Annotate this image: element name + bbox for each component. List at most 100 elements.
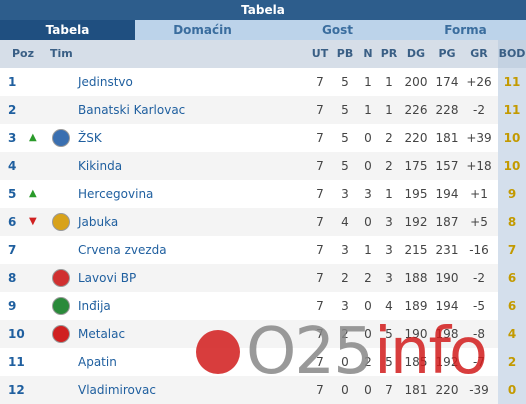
position: 11 [8,355,25,369]
stat: 5 [341,103,349,117]
team-name[interactable]: Kikinda [78,159,123,173]
stat: 7 [316,187,324,201]
tab[interactable]: Domaćin [135,20,270,40]
watermark: O25 info [196,312,526,402]
stat: 3 [341,243,349,257]
table-row[interactable]: 7 Crvena zvezda 7 3 1 3 215 231 -16 7 [0,236,526,264]
stat: 195 [404,187,428,201]
tab[interactable]: Tabela [0,20,135,40]
stat: 0 [364,383,372,397]
table-row[interactable]: 1 Jedinstvo 7 5 1 1 200 174 +26 11 [0,68,526,96]
stat: 7 [316,243,324,257]
trend-arrow: ▼ [29,216,37,227]
stat: 228 [435,103,459,117]
team-name[interactable]: Vladimirovac [78,383,156,397]
stat: 7 [385,383,393,397]
col-header: GR [470,47,488,60]
team-logo [52,129,70,147]
table-row[interactable]: 2 Banatski Karlovac 7 5 1 1 226 228 -2 11 [0,96,526,124]
points: 11 [498,96,526,124]
stat: -16 [469,243,489,257]
stat: 2 [385,159,393,173]
stat: +18 [466,159,492,173]
table-row[interactable]: 5 ▲ Hercegovina 7 3 3 1 195 194 +1 9 [0,180,526,208]
stat: 188 [404,271,428,285]
team-name[interactable]: Apatin [78,355,117,369]
team-name[interactable]: Banatski Karlovac [78,103,186,117]
stat: 220 [435,383,459,397]
stat: 157 [435,159,459,173]
table-row[interactable]: 4 Kikinda 7 5 0 2 175 157 +18 10 [0,152,526,180]
stat: 5 [385,355,393,369]
table-row[interactable]: 6 ▼ Jabuka 7 4 0 3 192 187 +5 8 [0,208,526,236]
table-row[interactable]: 8 Lavovi BP 7 2 2 3 188 190 -2 6 [0,264,526,292]
team-name[interactable]: Metalac [78,327,126,341]
points: 9 [498,180,526,208]
table-row[interactable]: 9 Inđija 7 3 0 4 189 194 -5 6 [0,292,526,320]
position: 1 [8,75,17,89]
team-name[interactable]: Inđija [78,299,111,313]
col-header: UT [311,47,329,60]
team-name[interactable]: Hercegovina [78,187,154,201]
watermark-text: O25 [246,315,374,389]
table-row[interactable]: 12 Vladimirovac 7 0 0 7 181 220 -39 0 [0,376,526,404]
stat: +39 [466,131,492,145]
header-row: Poz Tim UT PB N PR DG PG GR BOD [0,40,526,68]
points: 7 [498,236,526,264]
stat: 0 [364,215,372,229]
stat: -2 [473,271,485,285]
stat: 1 [385,75,393,89]
points: 6 [498,292,526,320]
stat: 174 [435,75,459,89]
trend-arrow: ▲ [29,132,37,143]
stat: 198 [435,327,459,341]
stat: 190 [404,327,428,341]
stat: 3 [341,299,349,313]
team-name[interactable]: Jabuka [78,215,119,229]
col-header: BOD [498,40,526,68]
points: 10 [498,124,526,152]
stat: 7 [316,383,324,397]
stat: 0 [341,355,349,369]
points: 4 [498,320,526,348]
stat: 0 [364,299,372,313]
watermark-dot [196,330,240,374]
stat: 231 [435,243,459,257]
stat: 4 [385,299,393,313]
tab[interactable]: Forma [405,20,526,40]
stat: 220 [404,131,428,145]
col-header: Poz [12,47,35,60]
stat: 0 [364,159,372,173]
position: 6 [8,215,17,229]
team-logo [52,213,70,231]
stat: 4 [341,215,349,229]
position: 9 [8,299,17,313]
team-logo [52,325,70,343]
stat: 2 [364,271,372,285]
position: 2 [8,103,17,117]
table-row[interactable]: 11 Apatin 7 0 2 5 185 192 -7 2 [0,348,526,376]
stat: 7 [316,103,324,117]
position: 5 [8,187,17,201]
stat: 1 [364,243,372,257]
stat: -5 [473,299,485,313]
stat: 5 [341,75,349,89]
team-name[interactable]: ŽSK [78,131,102,145]
tab[interactable]: Gost [270,20,405,40]
team-name[interactable]: Lavovi BP [78,271,137,285]
stat: 5 [341,131,349,145]
table-row[interactable]: 3 ▲ ŽSK 7 5 0 2 220 181 +39 10 [0,124,526,152]
stat: 181 [404,383,428,397]
stat: 7 [316,159,324,173]
table-row[interactable]: 10 Metalac 7 2 0 5 190 198 -8 4 [0,320,526,348]
team-name[interactable]: Crvena zvezda [78,243,167,257]
col-header: PB [336,47,354,60]
stat: 7 [316,131,324,145]
points: 10 [498,152,526,180]
col-header: Tim [50,47,73,60]
stat: 0 [364,327,372,341]
stat: 189 [404,299,428,313]
team-name[interactable]: Jedinstvo [78,75,133,89]
stat: -2 [473,103,485,117]
